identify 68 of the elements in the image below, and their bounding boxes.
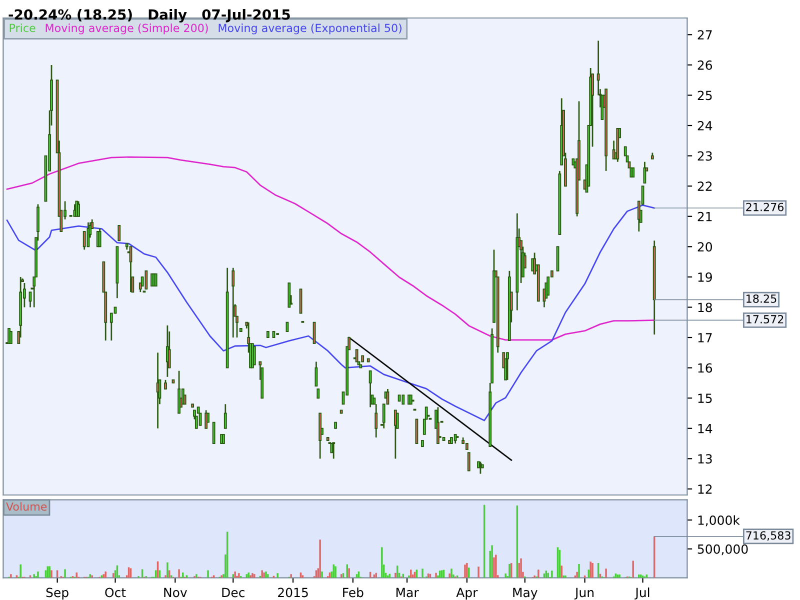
- y-tick-label: 21: [698, 212, 712, 222]
- text: Moving average (Exponential 50): [218, 24, 402, 34]
- candlestick: [531, 258, 534, 272]
- y-tick-label: 23: [698, 151, 712, 161]
- line-series: [6, 204, 656, 422]
- candlestick: [332, 442, 336, 460]
- y-tick-label: 18: [698, 302, 712, 312]
- candlestick: [252, 346, 256, 366]
- candlestick: [224, 403, 227, 430]
- y-tick-label: 22: [698, 182, 712, 191]
- y-tick-label: 27: [698, 30, 712, 40]
- x-tick-label: Dec: [222, 588, 244, 598]
- y-tick-label: 24: [698, 120, 712, 130]
- candlestick: [467, 452, 470, 472]
- candlestick: [204, 410, 208, 430]
- candlestick: [98, 228, 102, 248]
- line-series: [6, 156, 656, 341]
- candlestick: [316, 388, 320, 399]
- candlestick: [409, 394, 412, 405]
- candlestick: [506, 352, 509, 381]
- candlestick: [312, 322, 316, 344]
- candlestick: [75, 200, 78, 217]
- y-tick-label: 20: [698, 242, 712, 252]
- y-tick-label: 26: [698, 60, 712, 70]
- candlestick: [154, 273, 158, 287]
- candlestick: [436, 406, 440, 444]
- candlestick: [286, 322, 289, 332]
- x-tick-label: Apr: [456, 588, 478, 600]
- y-tick-label: 16: [698, 363, 712, 373]
- x-tick-label: Jul: [634, 588, 650, 600]
- candlestick: [212, 422, 216, 444]
- x-tick-label: May: [513, 588, 538, 600]
- y-tick-label: 25: [698, 90, 712, 100]
- y-tick-label: 12: [698, 484, 712, 494]
- y-tick-label: 1,000k: [698, 515, 740, 526]
- x-tick-label: 2015: [278, 588, 308, 598]
- candlestick: [402, 394, 405, 405]
- candlestick: [394, 410, 397, 460]
- x-tick-label: Jun: [574, 588, 594, 600]
- candlestick: [408, 394, 410, 405]
- candlestick: [77, 200, 80, 218]
- text: Moving average (Simple 200): [46, 24, 208, 34]
- candlestick: [232, 267, 235, 338]
- chart-title: -20.24% (18.25) Daily 07-Jul-2015: [8, 9, 290, 23]
- candlestick: [118, 224, 121, 242]
- y-tick-label: 17: [698, 333, 712, 342]
- annotation: 18.25: [746, 294, 776, 303]
- candlestick: [96, 231, 100, 248]
- annotation: 17.572: [746, 315, 784, 324]
- x-tick-label: Feb: [343, 588, 364, 598]
- x-tick-label: Sep: [46, 588, 68, 600]
- x-tick-label: Nov: [164, 588, 187, 598]
- y-tick-label: 15: [698, 394, 712, 404]
- text: Price: [10, 24, 36, 32]
- y-tick-label: 19: [698, 272, 712, 282]
- x-tick-label: Oct: [105, 588, 126, 598]
- candlestick: [368, 370, 372, 408]
- chart-title: Volume: [6, 502, 47, 511]
- annotation: 21.276: [746, 202, 784, 212]
- annotation: 716,583: [746, 531, 790, 541]
- x-tick-label: Mar: [396, 588, 419, 598]
- y-tick-label: 500,000: [698, 544, 748, 556]
- y-tick-label: 14: [698, 424, 712, 434]
- candlestick: [82, 230, 86, 250]
- candlestick: [144, 270, 148, 290]
- y-tick-label: 13: [698, 454, 712, 464]
- candlestick: [164, 379, 167, 390]
- candlestick: [9, 330, 12, 344]
